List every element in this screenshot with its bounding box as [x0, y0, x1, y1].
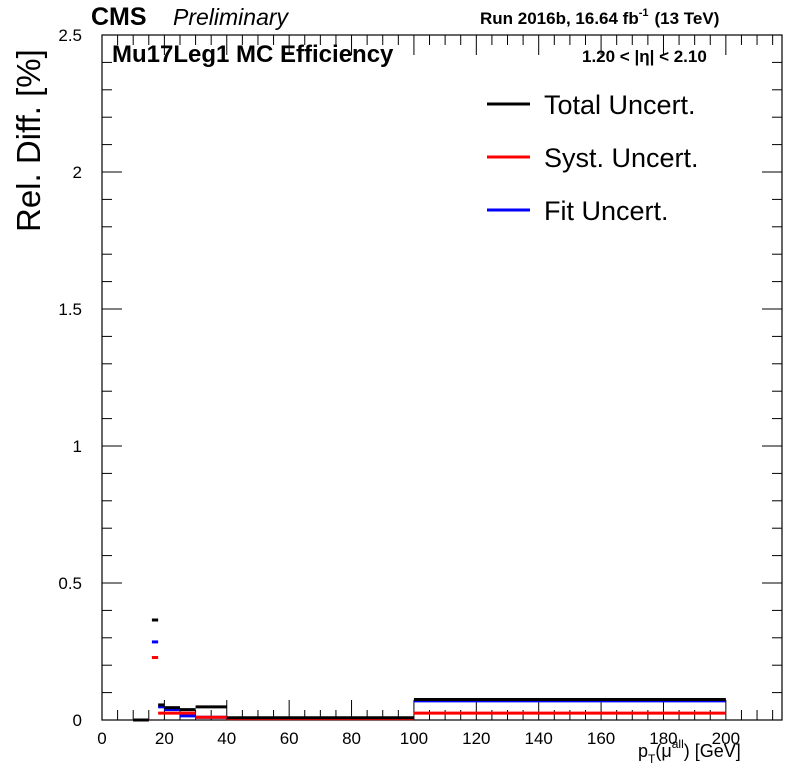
- eta-range: 1.20 < |η| < 2.10: [582, 47, 707, 66]
- plot-frame: [101, 34, 783, 721]
- x-tick-label: 40: [217, 729, 236, 748]
- y-tick-label: 0.5: [58, 574, 82, 593]
- x-tick-label: 120: [462, 729, 490, 748]
- axis-ticks: 0 20 40 60 80 100 120 140 160 180 200 0 0.5 1 1.5 2 2.5: [58, 26, 782, 748]
- x-tick-label: 160: [587, 729, 615, 748]
- legend-label: Syst. Uncert.: [544, 143, 699, 173]
- x-label-main: p: [638, 741, 648, 761]
- x-tick-label: 140: [525, 729, 553, 748]
- x-tick-label: 200: [712, 729, 740, 748]
- x-tick-label: 100: [400, 729, 428, 748]
- y-tick-label: 0: [73, 711, 82, 730]
- run-info-sup: -1: [639, 7, 649, 19]
- run-info-text: Run 2016b, 16.64 fb: [480, 9, 639, 28]
- series-layer: [133, 618, 726, 722]
- x-label-tail: ) [GeV]: [684, 741, 741, 761]
- experiment-label: CMS: [91, 3, 147, 31]
- legend-label: Fit Uncert.: [544, 196, 669, 226]
- x-tick-label: 180: [649, 729, 677, 748]
- series-total-uncert: [133, 618, 726, 722]
- x-axis-label: pT(μall) [GeV]: [638, 737, 741, 766]
- legend: Total Uncert. Syst. Uncert. Fit Uncert.: [487, 90, 699, 226]
- x-tick-label: 0: [97, 729, 106, 748]
- y-tick-label: 2.5: [58, 26, 82, 45]
- x-tick-label: 80: [342, 729, 361, 748]
- y-tick-label: 2: [73, 163, 82, 182]
- x-label-sub: T: [648, 752, 656, 766]
- chart-title: Mu17Leg1 MC Efficiency: [112, 41, 394, 68]
- energy-label: (13 TeV): [655, 9, 720, 28]
- y-tick-label: 1: [73, 437, 82, 456]
- x-tick-label: 60: [280, 729, 299, 748]
- legend-label: Total Uncert.: [544, 90, 696, 120]
- x-label-sup: all: [672, 737, 684, 751]
- x-tick-label: 20: [155, 729, 174, 748]
- x-label-paren: (μ: [655, 741, 671, 761]
- y-axis-label: Rel. Diff. [%]: [10, 49, 47, 232]
- y-tick-label: 1.5: [58, 300, 82, 319]
- status-label: Preliminary: [173, 4, 290, 30]
- run-info: Run 2016b, 16.64 fb-1 (13 TeV): [480, 7, 719, 28]
